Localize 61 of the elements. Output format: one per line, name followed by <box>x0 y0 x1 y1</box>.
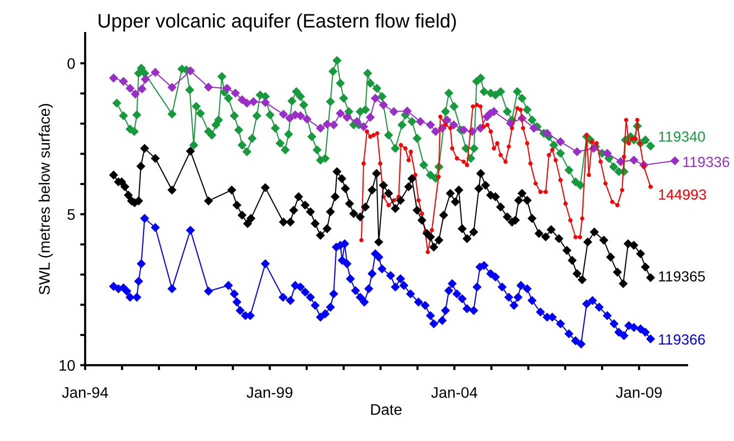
point <box>126 84 134 93</box>
point <box>366 113 374 122</box>
series-label: 119336 <box>683 156 730 168</box>
series-label: 119365 <box>659 271 705 282</box>
x-tick-label: Jan-99 <box>246 387 292 398</box>
point <box>186 66 195 76</box>
point <box>542 129 552 138</box>
point <box>459 126 468 134</box>
y-tick-label: 10 <box>60 360 75 371</box>
point <box>231 88 240 98</box>
point <box>168 83 176 92</box>
point <box>249 97 258 106</box>
point <box>670 156 680 166</box>
point <box>141 75 150 84</box>
point <box>390 107 398 116</box>
series-label: 119340 <box>659 131 705 142</box>
series-label: 144993 <box>659 189 706 200</box>
y-tick-label: 5 <box>68 209 75 220</box>
point <box>352 117 362 126</box>
x-axis-title: Date <box>371 404 402 415</box>
point <box>336 109 345 118</box>
point <box>119 77 128 86</box>
point <box>238 96 246 104</box>
point <box>431 127 440 136</box>
point <box>630 156 638 164</box>
point <box>204 82 213 92</box>
point <box>222 84 232 93</box>
x-tick-label: Jan-04 <box>431 387 478 398</box>
point <box>616 157 625 166</box>
point <box>285 114 294 122</box>
point <box>449 120 458 130</box>
series-label: 119366 <box>659 334 705 345</box>
x-tick-label: Jan-94 <box>62 387 108 398</box>
point <box>131 90 140 98</box>
point <box>342 113 352 122</box>
point <box>603 148 612 158</box>
point <box>379 100 388 110</box>
point <box>530 124 538 132</box>
point <box>138 84 146 94</box>
point <box>302 114 312 124</box>
point <box>322 120 332 128</box>
point <box>296 112 305 120</box>
point <box>572 147 582 156</box>
y-axis-title: SWL (metres below surface) <box>38 104 53 294</box>
point <box>329 120 338 130</box>
point <box>261 98 270 107</box>
point <box>371 94 380 103</box>
chart-title: Upper volcanic aquifer (Eastern flow field) <box>98 13 456 32</box>
x-tick-label: Jan-09 <box>616 387 662 398</box>
point <box>416 117 425 126</box>
point <box>279 110 288 119</box>
y-tick-label: 0 <box>68 58 75 69</box>
point <box>402 106 412 116</box>
point <box>316 124 325 132</box>
point <box>242 98 252 108</box>
point <box>442 116 452 124</box>
point <box>109 74 118 82</box>
point <box>426 120 435 130</box>
point <box>151 68 160 77</box>
point <box>359 122 368 131</box>
point <box>556 138 565 146</box>
